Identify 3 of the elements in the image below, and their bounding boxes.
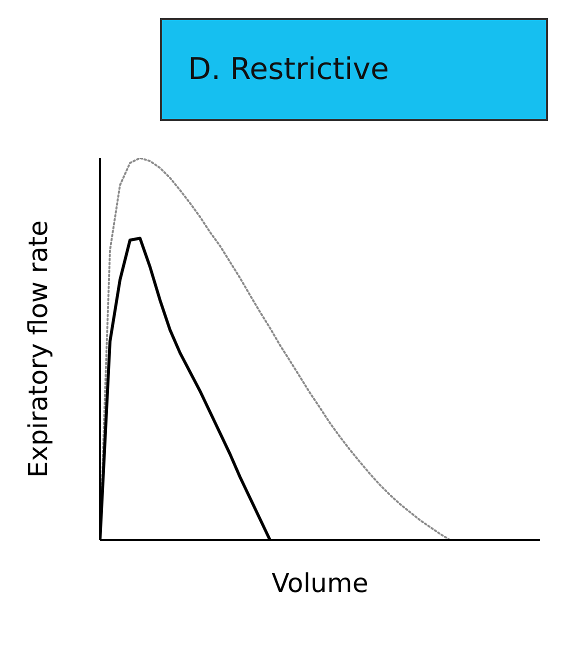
x-axis-title: Volume: [272, 569, 368, 599]
y-axis-title: Expiratory flow rate: [24, 220, 54, 478]
chart-title: D. Restrictive: [160, 18, 548, 121]
